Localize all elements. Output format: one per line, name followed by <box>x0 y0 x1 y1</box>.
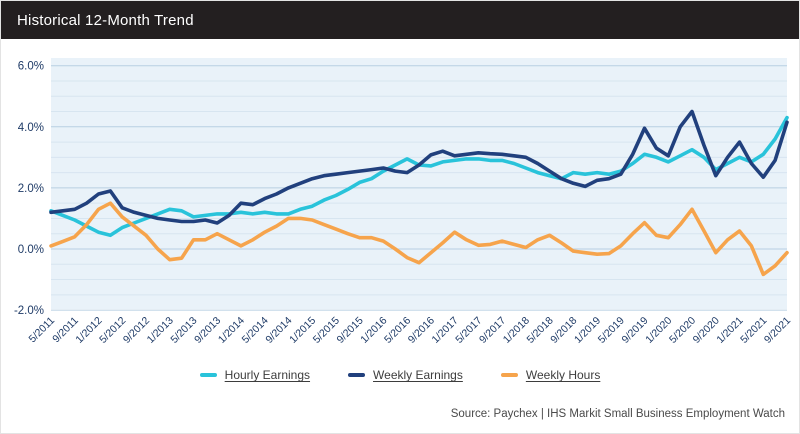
legend-label-weekly-hours: Weekly Hours <box>525 368 601 382</box>
trend-chart-canvas: 6.0%4.0%2.0%0.0%-2.0%5/20119/20111/20125… <box>14 58 793 346</box>
trend-chart: 6.0% 4.0% 2.0% 0.0% -2.0% 5/2011 9/2011 1/2012 5… <box>1 39 799 359</box>
legend-item-hourly-earnings[interactable]: Hourly Earnings <box>199 368 311 382</box>
weekly-hours-line-icon <box>500 373 518 377</box>
page-title: Historical 12-Month Trend <box>17 11 194 29</box>
plot-area <box>51 58 787 309</box>
y-axis-tick-label: 0.0% <box>18 244 44 256</box>
legend-label-hourly-earnings: Hourly Earnings <box>224 368 311 382</box>
chart-legend: Hourly Earnings Weekly Earnings Weekly H… <box>1 365 799 385</box>
hourly-earnings-line-icon <box>199 373 217 377</box>
legend-item-weekly-earnings[interactable]: Weekly Earnings <box>348 368 463 382</box>
y-axis-tick-label: 2.0% <box>18 183 44 195</box>
y-axis-tick-label: -2.0% <box>14 305 44 317</box>
x-axis-tick-label: 5/2011 <box>26 315 57 346</box>
source-attribution: Source: Paychex | IHS Markit Small Busin… <box>450 408 785 420</box>
y-axis-tick-label: 4.0% <box>18 122 44 134</box>
weekly-hours-line <box>49 201 789 277</box>
weekly-earnings-line-icon <box>348 373 366 377</box>
weekly-earnings-line <box>49 109 789 225</box>
title-bar: Historical 12-Month Trend <box>1 1 799 39</box>
legend-item-weekly-hours[interactable]: Weekly Hours <box>500 368 601 382</box>
x-axis-tick-label: 9/2021 <box>762 315 793 346</box>
y-axis-tick-label: 6.0% <box>18 61 44 73</box>
legend-label-weekly-earnings: Weekly Earnings <box>373 368 463 382</box>
